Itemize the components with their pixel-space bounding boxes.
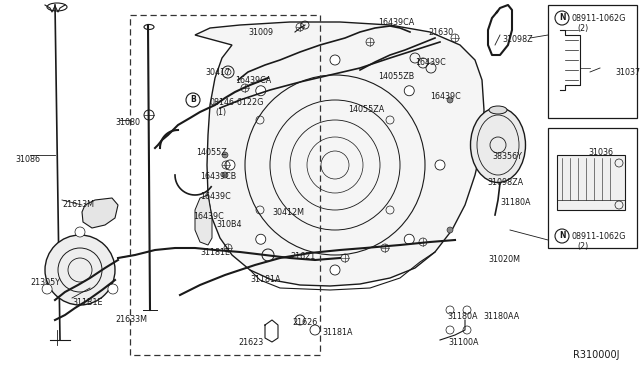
Text: 08911-1062G: 08911-1062G xyxy=(572,232,627,241)
Circle shape xyxy=(256,234,266,244)
Text: 31080: 31080 xyxy=(115,118,140,127)
Text: R310000J: R310000J xyxy=(573,350,620,360)
PathPatch shape xyxy=(82,198,118,228)
Circle shape xyxy=(256,86,266,96)
Text: 16439C: 16439C xyxy=(200,192,231,201)
Circle shape xyxy=(75,227,85,237)
Text: 31020M: 31020M xyxy=(488,255,520,264)
Text: B: B xyxy=(190,96,196,105)
Text: 21623: 21623 xyxy=(238,338,263,347)
Circle shape xyxy=(330,55,340,65)
PathPatch shape xyxy=(195,22,484,286)
Text: 14055ZB: 14055ZB xyxy=(378,72,414,81)
Text: 21613M: 21613M xyxy=(62,200,94,209)
Ellipse shape xyxy=(489,106,507,114)
Text: 31036: 31036 xyxy=(588,148,613,157)
Text: 16439CB: 16439CB xyxy=(200,172,236,181)
Circle shape xyxy=(45,235,115,305)
Text: (1): (1) xyxy=(215,108,226,117)
Circle shape xyxy=(42,284,52,294)
Text: 31180A: 31180A xyxy=(500,198,531,207)
Bar xyxy=(548,5,637,118)
Text: 311B1E: 311B1E xyxy=(72,298,102,307)
Text: 16439C: 16439C xyxy=(193,212,224,221)
Text: 31181A: 31181A xyxy=(322,328,353,337)
Text: 16439CA: 16439CA xyxy=(378,18,414,27)
Text: 30417: 30417 xyxy=(205,68,230,77)
Text: 31086: 31086 xyxy=(15,155,40,164)
Text: 16439C: 16439C xyxy=(415,58,445,67)
Text: 08146-6122G: 08146-6122G xyxy=(210,98,264,107)
Circle shape xyxy=(447,227,453,233)
Text: 21621: 21621 xyxy=(290,252,316,261)
Circle shape xyxy=(225,160,235,170)
Text: 31037: 31037 xyxy=(615,68,640,77)
Text: (2): (2) xyxy=(577,242,588,251)
Bar xyxy=(130,15,320,355)
Text: (2): (2) xyxy=(577,24,588,33)
Circle shape xyxy=(330,265,340,275)
Circle shape xyxy=(108,284,118,294)
Text: 31180AA: 31180AA xyxy=(483,312,519,321)
Text: N: N xyxy=(559,231,565,241)
Text: 21630: 21630 xyxy=(428,28,453,37)
Circle shape xyxy=(404,86,414,96)
Circle shape xyxy=(404,234,414,244)
Circle shape xyxy=(222,152,228,158)
Text: 38356Y: 38356Y xyxy=(492,152,522,161)
Text: 08911-1062G: 08911-1062G xyxy=(572,14,627,23)
Text: 14055Z: 14055Z xyxy=(196,148,227,157)
Text: 310B4: 310B4 xyxy=(216,220,241,229)
Circle shape xyxy=(447,97,453,103)
Bar xyxy=(557,155,625,210)
PathPatch shape xyxy=(195,195,212,245)
Text: 31180A: 31180A xyxy=(447,312,477,321)
Text: 30412M: 30412M xyxy=(272,208,304,217)
Text: 21626: 21626 xyxy=(292,318,317,327)
Text: 16439CA: 16439CA xyxy=(235,76,271,85)
Text: 31100A: 31100A xyxy=(448,338,479,347)
Text: 14055ZA: 14055ZA xyxy=(348,105,384,114)
Text: 31009: 31009 xyxy=(248,28,273,37)
Bar xyxy=(548,128,637,248)
Text: 31098Z: 31098Z xyxy=(502,35,532,44)
Text: 31181A: 31181A xyxy=(250,275,280,284)
Circle shape xyxy=(222,172,228,178)
Ellipse shape xyxy=(470,108,525,183)
Text: 16439C: 16439C xyxy=(430,92,461,101)
Circle shape xyxy=(435,160,445,170)
Text: N: N xyxy=(559,13,565,22)
Text: 31181E: 31181E xyxy=(200,248,230,257)
Text: 21305Y: 21305Y xyxy=(30,278,60,287)
Text: 31098ZA: 31098ZA xyxy=(487,178,523,187)
Text: 21633M: 21633M xyxy=(115,315,147,324)
